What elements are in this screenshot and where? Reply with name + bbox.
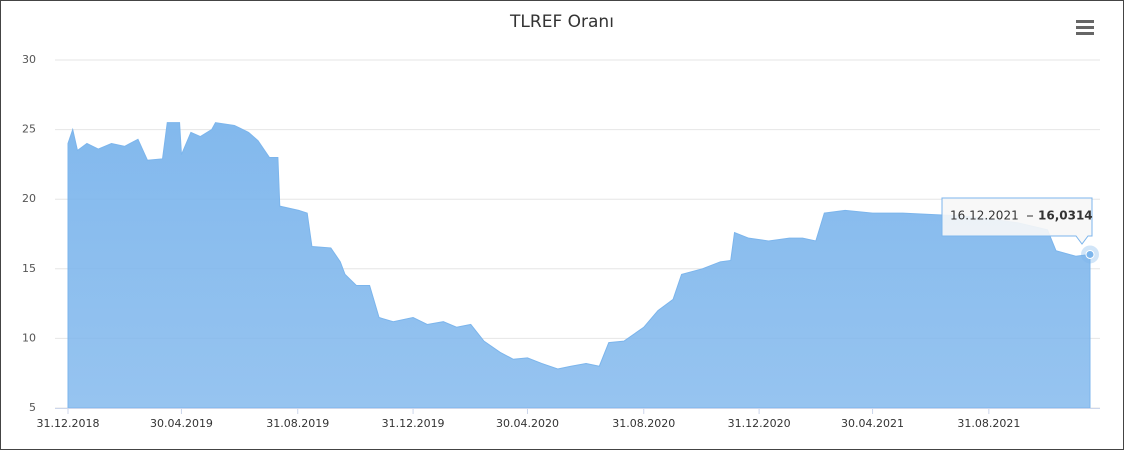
tooltip-value: 16,0314	[1038, 209, 1093, 223]
x-tick-label: 31.08.2020	[612, 417, 675, 430]
y-tick-label: 20	[22, 192, 36, 205]
y-tick-label: 10	[22, 331, 36, 344]
x-tick-label: 31.12.2018	[37, 417, 100, 430]
hover-point	[1085, 249, 1095, 259]
x-tick-label: 31.12.2019	[382, 417, 445, 430]
area	[67, 122, 1091, 409]
x-tick-label: 30.04.2020	[496, 417, 559, 430]
menu-bar[interactable]	[1076, 32, 1094, 35]
x-tick-label: 31.12.2020	[728, 417, 791, 430]
tooltip-date: 16.12.2021	[950, 209, 1019, 223]
tooltip-box	[941, 197, 1093, 245]
menu-bar[interactable]	[1076, 26, 1094, 29]
y-tick-label: 30	[22, 53, 36, 66]
x-tick-label: 31.08.2021	[957, 417, 1020, 430]
y-tick-label: 5	[29, 401, 36, 414]
y-tick-label: 15	[22, 262, 36, 275]
x-tick-label: 30.04.2021	[841, 417, 904, 430]
menu-bar[interactable]	[1076, 20, 1094, 23]
y-tick-label: 25	[22, 123, 36, 136]
x-tick-label: 31.08.2019	[266, 417, 329, 430]
x-tick-label: 30.04.2019	[150, 417, 213, 430]
chart-title: TLREF Oranı	[509, 12, 614, 32]
menu-button[interactable]	[1076, 20, 1094, 35]
